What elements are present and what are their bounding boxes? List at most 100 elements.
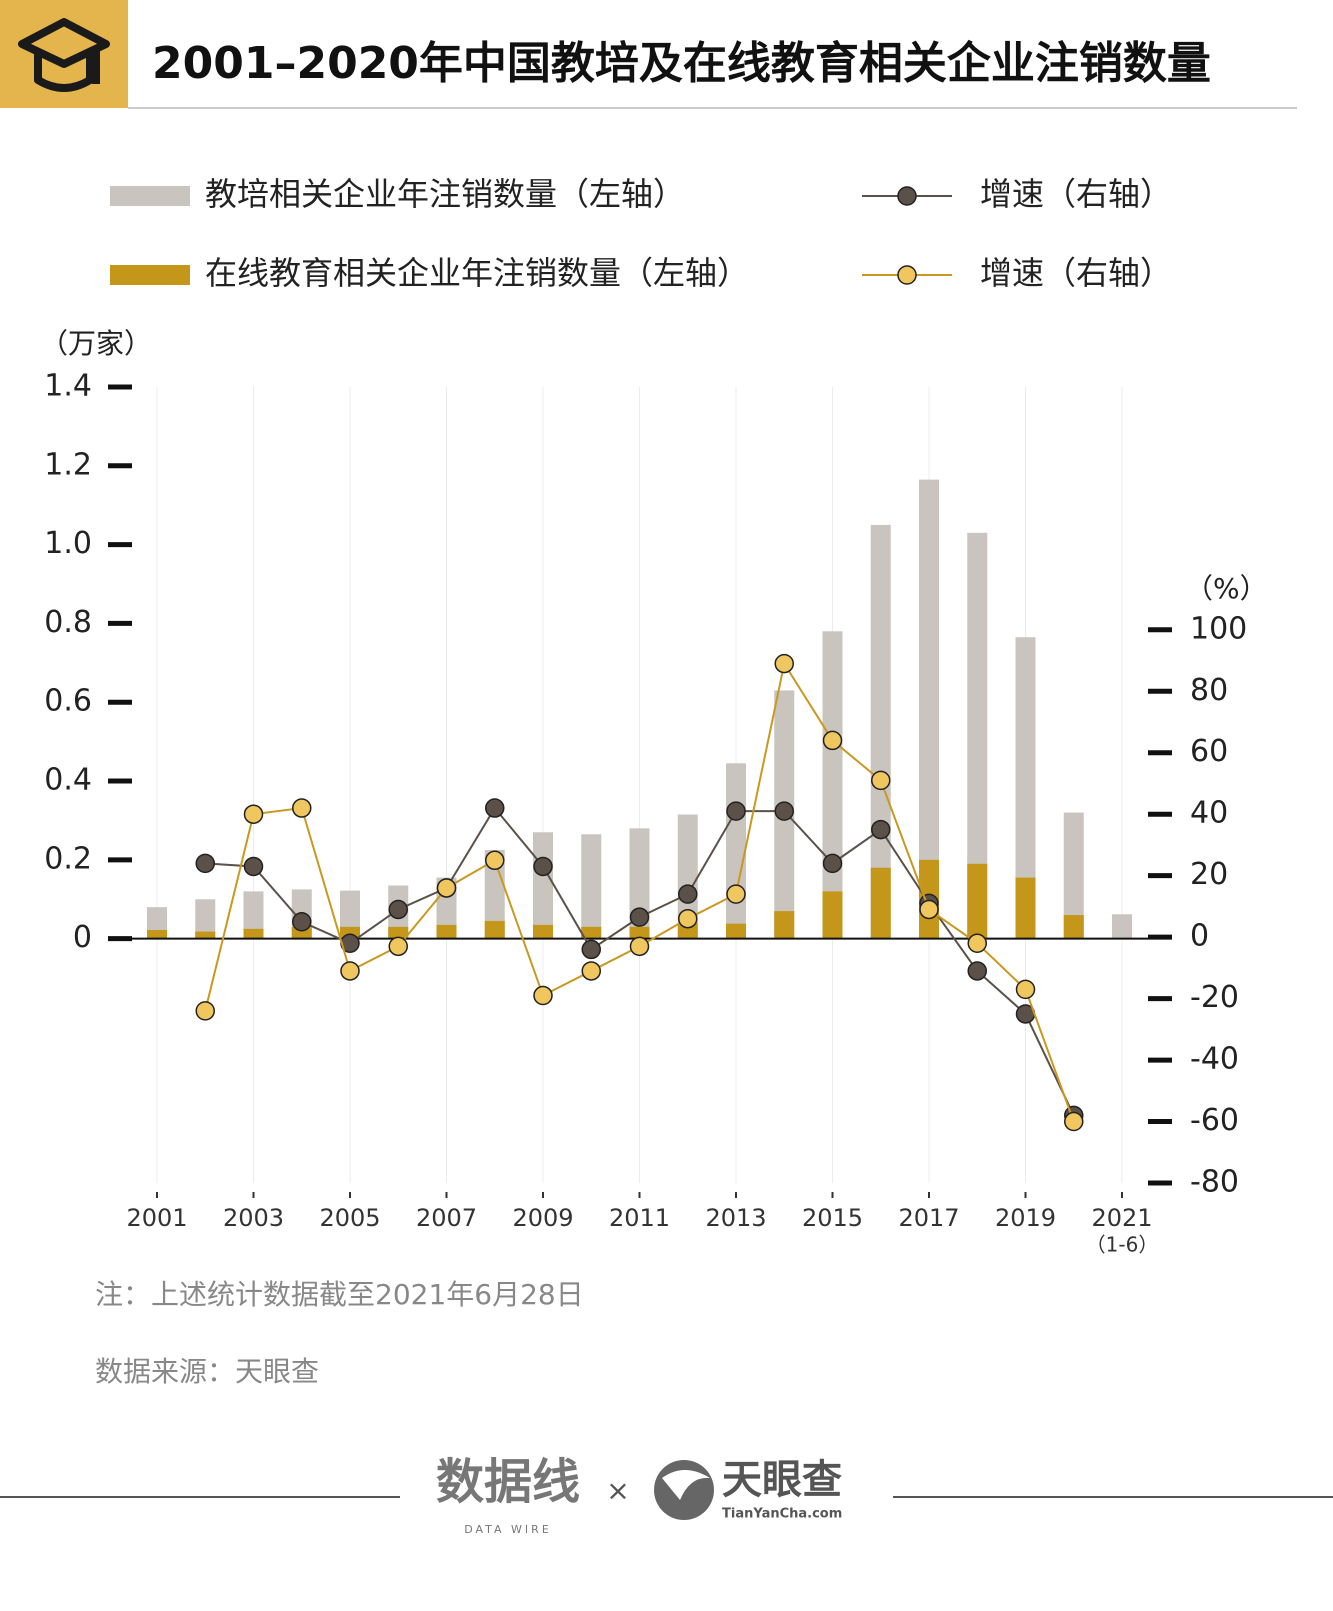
marker	[774, 653, 794, 674]
bar	[967, 532, 988, 939]
y2-tick-label: -60	[1190, 1103, 1239, 1138]
bar	[195, 899, 216, 939]
bar	[726, 763, 746, 939]
bar	[484, 920, 505, 939]
y2-tick-label: -20	[1190, 980, 1239, 1015]
bar	[581, 834, 602, 939]
x-tick-label: 2021	[1091, 1204, 1152, 1232]
chart-title: 2001–2020年中国教培及在线教育相关企业注销数量	[152, 38, 1211, 89]
marker	[243, 856, 264, 877]
bar	[1015, 637, 1036, 939]
marker	[871, 770, 891, 791]
bar	[388, 926, 409, 939]
legend-marker	[897, 186, 917, 206]
y-tick-label: 0.2	[44, 841, 92, 876]
bar	[919, 479, 939, 939]
source: 数据来源：天眼查	[95, 1355, 319, 1388]
y2-tick-label: 0	[1190, 919, 1209, 954]
marker	[967, 933, 987, 954]
marker	[919, 899, 939, 920]
y2-tick-label: 60	[1190, 734, 1228, 769]
legend-swatch	[110, 265, 190, 285]
bar	[726, 923, 746, 939]
x-tick-label: 2005	[319, 1204, 380, 1232]
bar	[822, 891, 843, 939]
brand2-icon-mark	[662, 1470, 710, 1500]
brand-sub: DATA WIRE	[464, 1523, 552, 1536]
y2-axis-unit: （%）	[1185, 572, 1268, 605]
y2-tick-label: 80	[1190, 673, 1228, 708]
x-tick-label: 2017	[898, 1204, 959, 1232]
bar	[340, 926, 360, 939]
bar	[291, 926, 312, 939]
marker	[726, 801, 746, 821]
y2-tick-label: 40	[1190, 796, 1228, 831]
marker	[292, 912, 312, 932]
marker	[822, 853, 843, 874]
bar	[629, 926, 650, 939]
bar	[533, 924, 553, 939]
y-tick-label: 1.2	[44, 447, 92, 482]
y-tick-label: 0.6	[44, 684, 92, 719]
x-tick-label: 2015	[802, 1204, 863, 1232]
x-tick-label: 2001	[126, 1204, 187, 1232]
x-tick-label: 2003	[223, 1204, 284, 1232]
marker	[871, 819, 891, 840]
marker	[678, 884, 698, 904]
y-tick-label: 1.0	[44, 526, 92, 561]
marker	[967, 961, 987, 981]
marker	[629, 907, 650, 927]
marker	[533, 856, 553, 877]
bar	[533, 832, 553, 939]
legend-swatch	[110, 186, 190, 206]
cross: ×	[606, 1474, 629, 1507]
bar	[967, 863, 988, 939]
brand2-logo: 天眼查	[722, 1457, 842, 1503]
marker	[388, 899, 408, 920]
bar	[581, 926, 602, 939]
y-tick-label: 0	[73, 920, 92, 955]
marker	[292, 798, 312, 818]
legend-label: 在线教育相关企业年注销数量（左轴）	[205, 254, 749, 292]
x-tick-label: 2007	[416, 1204, 477, 1232]
marker	[726, 884, 746, 904]
y2-tick-label: 20	[1190, 857, 1228, 892]
bar	[340, 890, 360, 939]
legend-marker	[897, 265, 917, 285]
bar	[1015, 877, 1036, 939]
x-tick-label: 2011	[609, 1204, 670, 1232]
marker	[581, 961, 601, 981]
y-tick-label: 0.4	[44, 763, 92, 798]
x-tick-label: 2019	[995, 1204, 1056, 1232]
brand-logo: 数据线	[436, 1454, 580, 1510]
bar	[1063, 812, 1084, 939]
y-axis-unit: （万家）	[40, 327, 152, 360]
bar	[195, 931, 216, 939]
bar	[870, 867, 891, 939]
y2-tick-label: -40	[1190, 1042, 1239, 1077]
y2-tick-label: -80	[1190, 1165, 1239, 1200]
marker	[436, 878, 457, 898]
x-tick-label: 2009	[512, 1204, 573, 1232]
marker	[533, 985, 553, 1006]
bar	[1112, 914, 1132, 939]
cap-icon	[18, 18, 110, 92]
marker	[485, 850, 505, 871]
bar	[774, 911, 795, 939]
marker	[678, 908, 698, 929]
bar	[147, 930, 167, 939]
marker	[340, 961, 360, 981]
bar	[677, 814, 698, 939]
y2-tick-label: 100	[1190, 611, 1247, 646]
marker	[629, 936, 650, 957]
bar	[1063, 915, 1084, 939]
bar	[243, 891, 264, 939]
marker	[243, 804, 264, 824]
x-tick-label: 2013	[705, 1204, 766, 1232]
marker	[195, 853, 215, 874]
x-tick-note: （1-6）	[1086, 1233, 1159, 1257]
brand2-sub: TianYanCha.com	[722, 1507, 842, 1522]
bar	[436, 924, 457, 939]
